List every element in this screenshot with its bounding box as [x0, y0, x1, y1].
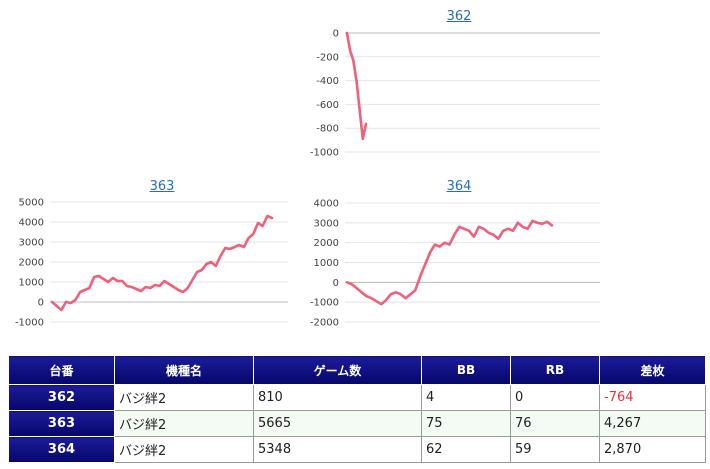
chart-363: 363 5000 4000 3000 2000 1000 0 -1000 [0, 170, 300, 335]
row-bb: 4 [421, 384, 511, 411]
header-machine-number: 台番 [8, 355, 115, 385]
row-rb: 59 [510, 436, 600, 463]
row-diff: 4,267 [599, 410, 706, 437]
series-line [345, 31, 368, 141]
y-tick-label: -1000 [15, 318, 44, 329]
header-machine-name: 機種名 [114, 355, 254, 385]
series-line [50, 214, 274, 312]
header-game-count: ゲーム数 [253, 355, 422, 385]
row-machine-number[interactable]: 362 [8, 384, 115, 411]
y-tick-label: -800 [316, 124, 339, 135]
row-machine-number[interactable]: 363 [8, 410, 115, 437]
y-tick-label: -1000 [310, 298, 339, 309]
row-machine-name: バジ絆2 [114, 384, 254, 411]
machine-table: 台番 機種名 ゲーム数 BB RB 差枚 362 バジ絆2 810 4 0 -7… [8, 355, 706, 463]
y-tick-label: -1000 [310, 148, 339, 159]
table-row: 362 バジ絆2 810 4 0 -764 [8, 384, 706, 411]
y-tick-label: -400 [316, 76, 339, 87]
y-tick-label: -200 [316, 52, 339, 63]
row-game-count: 810 [253, 384, 422, 411]
chart-title-364[interactable]: 364 [446, 179, 472, 194]
row-machine-name: バジ絆2 [114, 436, 254, 463]
y-tick-label: 0 [333, 29, 339, 40]
y-tick-label: 4000 [19, 218, 44, 229]
y-tick-label: 0 [38, 298, 44, 309]
header-diff: 差枚 [599, 355, 706, 385]
table-header-row: 台番 機種名 ゲーム数 BB RB 差枚 [8, 355, 706, 385]
chart-363-plot: 5000 4000 3000 2000 1000 0 -1000 [15, 198, 288, 329]
row-diff: -764 [599, 384, 706, 411]
y-tick-label: 1000 [19, 278, 44, 289]
row-rb: 76 [510, 410, 600, 437]
chart-362-plot: 0 -200 -400 -600 -800 -1000 [310, 29, 600, 159]
row-game-count: 5665 [253, 410, 422, 437]
y-tick-label: 5000 [19, 198, 44, 209]
row-diff: 2,870 [599, 436, 706, 463]
row-bb: 62 [421, 436, 511, 463]
y-tick-label: -600 [316, 100, 339, 111]
row-bb: 75 [421, 410, 511, 437]
chart-362: 362 0 -200 -400 -600 -800 -1000 [300, 0, 610, 165]
series-line [345, 219, 554, 306]
chart-364: 364 4000 3000 2000 1000 0 -1000 -2000 [300, 170, 610, 335]
y-tick-label: 1000 [314, 258, 339, 269]
header-rb: RB [510, 355, 600, 385]
y-tick-label: 0 [333, 278, 339, 289]
chart-364-plot: 4000 3000 2000 1000 0 -1000 -2000 [310, 199, 600, 329]
y-tick-label: -2000 [310, 318, 339, 329]
table-row: 363 バジ絆2 5665 75 76 4,267 [8, 410, 706, 437]
table-row: 364 バジ絆2 5348 62 59 2,870 [8, 436, 706, 463]
row-game-count: 5348 [253, 436, 422, 463]
y-tick-label: 2000 [314, 238, 339, 249]
chart-title-363[interactable]: 363 [149, 179, 175, 194]
y-tick-label: 4000 [314, 199, 339, 210]
y-tick-label: 3000 [19, 238, 44, 249]
row-rb: 0 [510, 384, 600, 411]
header-bb: BB [421, 355, 511, 385]
chart-title-362[interactable]: 362 [446, 9, 472, 24]
row-machine-number[interactable]: 364 [8, 436, 115, 463]
y-tick-label: 3000 [314, 218, 339, 229]
y-tick-label: 2000 [19, 258, 44, 269]
row-machine-name: バジ絆2 [114, 410, 254, 437]
